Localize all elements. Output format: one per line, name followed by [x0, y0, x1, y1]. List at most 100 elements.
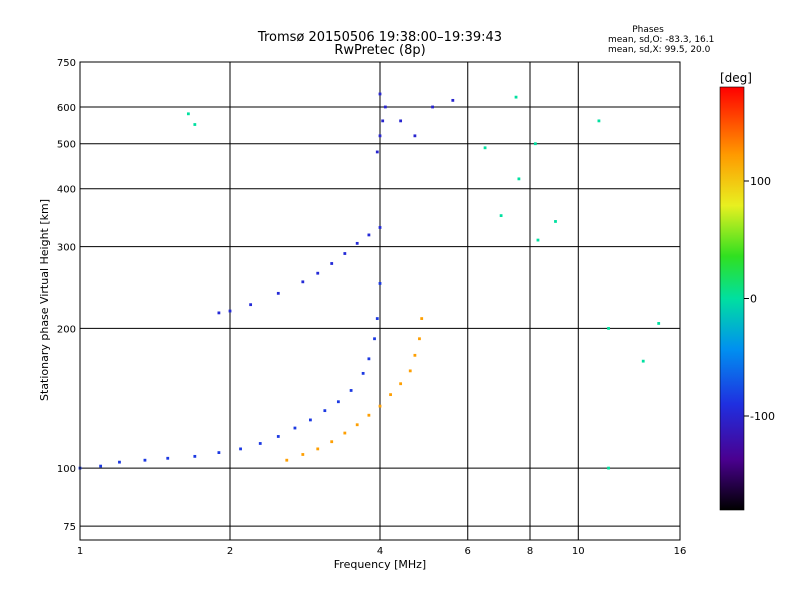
- colorbar-tick-label: 0: [750, 293, 757, 306]
- data-point: [349, 389, 353, 392]
- data-point: [193, 123, 197, 126]
- data-point: [367, 413, 371, 417]
- data-point: [399, 119, 403, 123]
- data-point: [143, 458, 147, 462]
- data-point: [217, 311, 221, 315]
- data-point: [166, 456, 170, 460]
- x-tick-label: 8: [527, 546, 533, 557]
- x-tick-label: 16: [674, 546, 687, 557]
- data-point: [285, 458, 289, 462]
- data-point: [217, 451, 221, 454]
- data-point: [413, 353, 417, 357]
- stats-x-line: mean, sd,X: 99.5, 20.0: [608, 45, 711, 55]
- data-point: [383, 105, 387, 109]
- data-point: [373, 337, 376, 341]
- data-point: [375, 150, 379, 154]
- y-tick-label: 200: [57, 324, 76, 335]
- data-point: [276, 435, 280, 438]
- data-point: [316, 271, 320, 275]
- chart-title: Tromsø 20150506 19:38:00–19:39:43: [257, 30, 502, 45]
- data-point: [378, 282, 382, 285]
- y-tick-label: 400: [57, 185, 76, 196]
- data-point: [536, 238, 540, 242]
- data-point: [375, 317, 379, 320]
- data-point: [514, 95, 518, 99]
- data-point: [301, 453, 305, 456]
- data-point: [309, 418, 312, 422]
- data-point: [336, 400, 340, 404]
- data-point: [239, 447, 242, 451]
- colorbar-tick-label: -100: [750, 410, 775, 423]
- colorbar-tick-label: 100: [750, 175, 771, 188]
- x-axis-label: Frequency [MHz]: [334, 558, 426, 571]
- data-point: [408, 369, 412, 373]
- data-point: [367, 357, 371, 361]
- data-point: [343, 431, 347, 435]
- x-tick-label: 6: [465, 546, 471, 557]
- data-point: [249, 303, 253, 307]
- y-tick-label: 600: [57, 103, 76, 114]
- data-point: [641, 359, 645, 363]
- data-point: [420, 317, 424, 320]
- data-point: [483, 146, 487, 150]
- data-point: [597, 119, 601, 123]
- x-tick-label: 2: [227, 546, 233, 557]
- data-point: [431, 105, 434, 109]
- data-point: [607, 466, 610, 470]
- data-point: [381, 119, 385, 123]
- y-tick-label: 500: [57, 140, 76, 151]
- data-point: [186, 112, 190, 116]
- data-point: [323, 409, 327, 413]
- data-point: [378, 92, 382, 96]
- data-point: [418, 337, 421, 341]
- data-point: [517, 177, 521, 181]
- data-point: [607, 327, 610, 330]
- data-points: [78, 92, 661, 470]
- colorbar: [719, 86, 745, 511]
- stats-o-line: mean, sd,O: -83.3, 16.1: [608, 35, 714, 45]
- data-point: [361, 371, 365, 375]
- data-point: [533, 142, 537, 146]
- data-point: [554, 220, 557, 223]
- data-point: [330, 440, 334, 444]
- data-point: [330, 262, 334, 265]
- x-tick-label: 1: [77, 546, 83, 557]
- data-point: [389, 393, 392, 397]
- data-point: [413, 134, 417, 138]
- y-tick-labels: 75 100 200 300 400 500 600 750: [57, 58, 76, 533]
- data-point: [399, 382, 403, 386]
- data-point: [258, 442, 262, 445]
- plot-frame: [79, 61, 681, 541]
- data-point: [367, 233, 371, 237]
- y-axis-label: Stationary phase Virtual Height [km]: [38, 199, 51, 401]
- y-tick-label: 75: [63, 522, 76, 533]
- x-tick-label: 4: [377, 546, 383, 557]
- data-point: [293, 426, 297, 430]
- colorbar-label: [deg]: [720, 71, 752, 85]
- y-tick-label: 100: [57, 464, 76, 475]
- data-point: [99, 464, 103, 468]
- data-point: [276, 291, 280, 295]
- data-point: [228, 309, 232, 313]
- data-point: [378, 134, 382, 138]
- data-point: [118, 460, 121, 464]
- x-tick-labels: 1 2 4 6 8 10 16: [77, 546, 687, 557]
- chart-subtitle: RwPretec (8p): [334, 43, 425, 58]
- data-point: [355, 423, 359, 427]
- data-point: [499, 214, 503, 218]
- data-point: [316, 447, 320, 451]
- data-point: [355, 241, 359, 245]
- data-point: [378, 404, 382, 408]
- data-point: [193, 454, 197, 458]
- data-point: [451, 98, 455, 102]
- data-point: [378, 226, 382, 229]
- colorbar-ticks: 100 0 -100: [744, 175, 775, 423]
- data-point: [301, 280, 305, 284]
- stats-heading: Phases: [632, 25, 664, 35]
- y-tick-label: 750: [57, 58, 76, 69]
- x-tick-label: 10: [572, 546, 585, 557]
- grid-lines: [80, 61, 680, 540]
- y-tick-label: 300: [57, 243, 76, 254]
- data-point: [343, 252, 347, 255]
